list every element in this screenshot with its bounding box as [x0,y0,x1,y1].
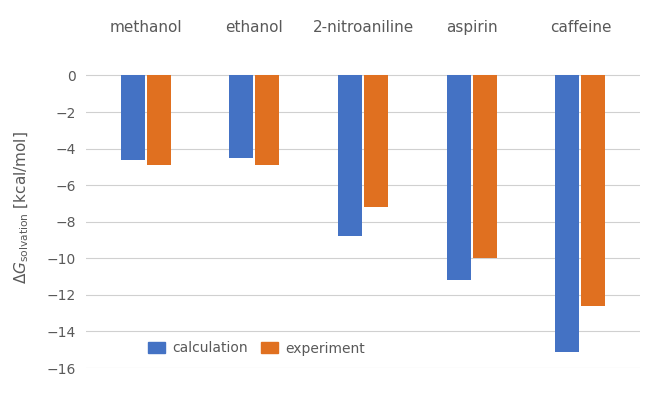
Bar [447,76,471,280]
Text: $\Delta G_{\mathregular{solvation}}$ [kcal/mol]: $\Delta G_{\mathregular{solvation}}$ [kc… [13,132,31,284]
Bar [255,76,279,165]
Bar [121,76,145,160]
Text: caffeine: caffeine [550,20,611,35]
Bar [364,76,388,207]
Bar [229,76,253,158]
Bar [147,76,170,165]
Text: aspirin: aspirin [446,20,498,35]
Bar [338,76,362,236]
Text: ethanol: ethanol [226,20,283,35]
Text: 2-nitroaniline: 2-nitroaniline [312,20,414,35]
Legend: calculation, experiment: calculation, experiment [143,336,370,361]
Text: methanol: methanol [110,20,182,35]
Bar [581,76,605,306]
Bar [473,76,497,258]
Bar [556,76,579,352]
